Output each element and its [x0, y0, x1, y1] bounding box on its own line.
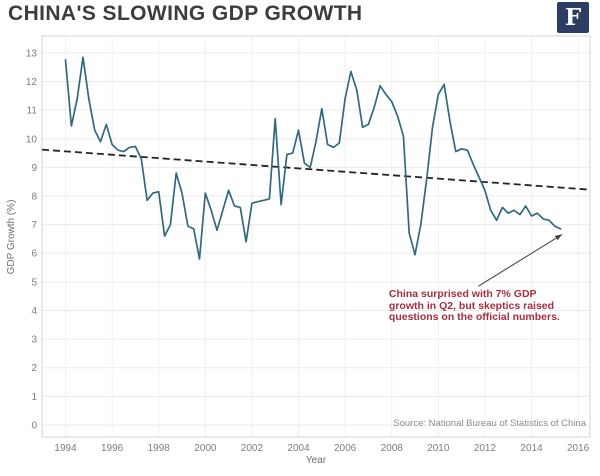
x-tick-label: 2014: [520, 443, 543, 454]
x-axis-title: Year: [306, 455, 327, 466]
x-tick-label: 2000: [194, 443, 217, 454]
forbes-logo-letter: F: [564, 4, 582, 31]
plot-frame: [41, 35, 591, 438]
page-title: CHINA'S SLOWING GDP GROWTH: [8, 2, 363, 25]
x-tick-label: 2002: [241, 443, 264, 454]
y-tick-label: 12: [26, 77, 38, 88]
y-tick-label: 6: [31, 249, 37, 260]
y-tick-label: 13: [26, 48, 38, 59]
x-tick-label: 2004: [287, 443, 310, 454]
forbes-logo: F: [557, 2, 589, 33]
x-tick-label: 2008: [381, 443, 404, 454]
x-tick-label: 2006: [334, 443, 357, 454]
annotation-arrowhead: [554, 234, 563, 241]
annotation-arrow: [478, 233, 563, 287]
y-tick-label: 3: [31, 335, 37, 346]
annotation-line: questions on the official numbers.: [388, 311, 560, 324]
y-tick-label: 1: [31, 392, 37, 403]
annotation-text: China surprised with 7% GDP growth in Q2…: [389, 289, 560, 324]
y-tick-label: 2: [31, 363, 37, 374]
y-tick-label: 10: [26, 134, 38, 145]
y-tick-label: 11: [27, 106, 38, 117]
source-note: Source: National Bureau of Statistics of…: [393, 418, 586, 429]
y-tick-label: 9: [31, 163, 37, 174]
trend-line: [41, 148, 591, 191]
plot-background: [42, 36, 590, 437]
x-tick-label: 2010: [427, 443, 450, 454]
x-tick-label: 1994: [54, 443, 77, 454]
annotation-line: growth in Q2, but skeptics raised: [388, 299, 555, 312]
y-tick-label: 8: [31, 191, 37, 202]
annotation-line: China surprised with 7% GDP: [388, 288, 537, 301]
x-tick-label: 2016: [567, 443, 590, 454]
y-axis-title: GDP Growth (%): [6, 200, 17, 275]
x-tick-label: 1998: [148, 443, 171, 454]
x-tick-label: 2012: [474, 443, 497, 454]
y-tick-label: 5: [31, 277, 37, 288]
gdp-series-line: [64, 56, 562, 260]
x-tick-label: 1996: [101, 443, 124, 454]
y-tick-label: 0: [31, 420, 37, 431]
y-tick-label: 4: [31, 306, 37, 317]
y-tick-label: 7: [31, 220, 37, 231]
